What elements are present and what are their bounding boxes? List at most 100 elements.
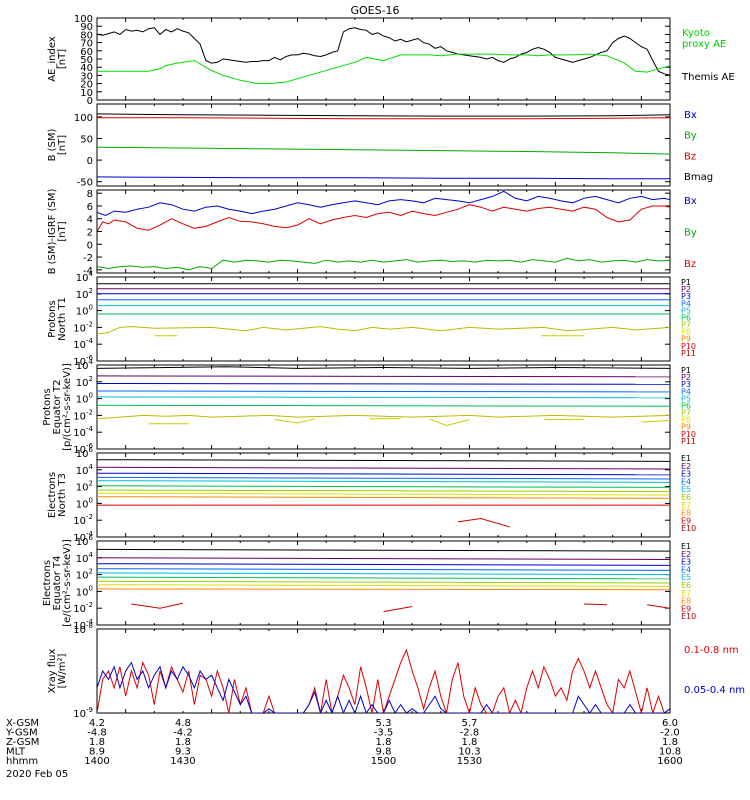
legend-label: P10 — [681, 342, 696, 351]
y-tick-label: 100 — [76, 304, 93, 318]
figure-title: GOES-16 — [350, 4, 399, 17]
y-axis-label: B (SM)-IGRF (SM) — [47, 189, 58, 275]
y-axis-label: Protons — [42, 388, 53, 425]
x-row-label: Z-GSM — [6, 737, 39, 748]
series-line-7 — [97, 414, 670, 420]
y-tick-label: 10-4 — [73, 425, 93, 439]
series-line-11 — [429, 418, 470, 427]
series-line-12 — [583, 603, 608, 606]
series-line-bmag — [97, 113, 670, 117]
legend-label: P2 — [681, 373, 691, 382]
y-axis-label: North T3 — [57, 473, 68, 517]
legend-label: P1 — [681, 366, 691, 375]
y-tick-label: -2 — [83, 253, 93, 264]
y-axis-label: Protons — [47, 300, 58, 337]
legend-label: Bx — [684, 110, 697, 121]
y-axis-label: Electrons — [47, 472, 58, 518]
legend-label: P11 — [681, 349, 696, 358]
panel-frame — [96, 276, 671, 362]
legend-label: E8 — [681, 597, 691, 606]
y-tick-label: 70 — [80, 39, 93, 50]
y-tick-label: 100 — [76, 584, 93, 598]
x-row-value: 4.8 — [175, 718, 191, 729]
series-line-10 — [131, 602, 184, 609]
y-tick-label: 50 — [80, 55, 93, 66]
y-tick-label: 40 — [80, 63, 93, 74]
series-line-8 — [97, 584, 670, 587]
legend-label: 0.05-0.4 nm — [684, 685, 745, 696]
x-row-value: -2.8 — [460, 728, 480, 739]
legend-label: P7 — [681, 409, 691, 418]
legend-label: E5 — [681, 573, 691, 582]
y-axis-label: [nT] — [57, 135, 68, 155]
legend-label: P3 — [681, 380, 691, 389]
series-line-6 — [97, 576, 670, 580]
x-row-value: 1.8 — [662, 737, 678, 748]
legend-label: P9 — [681, 423, 691, 432]
legend-label: P2 — [681, 285, 691, 294]
series-line-7 — [97, 580, 670, 584]
series-line-13 — [641, 419, 670, 423]
series-line-3 — [97, 383, 670, 385]
series-line-by — [97, 257, 670, 271]
series-line-11 — [383, 606, 413, 613]
legend-label: proxy AE — [682, 39, 726, 50]
y-axis-label: [nT] — [57, 221, 68, 241]
legend-label: E8 — [681, 509, 691, 518]
series-line-5 — [97, 572, 670, 576]
legend-label: P4 — [681, 387, 691, 396]
y-tick-label: 102 — [76, 568, 93, 582]
y-tick-label: 104 — [76, 463, 94, 477]
legend-label: Kyoto — [682, 28, 710, 39]
series-line-2 — [97, 466, 670, 470]
legend-label: E7 — [681, 501, 691, 510]
y-tick-label: 10-8 — [73, 622, 93, 636]
legend-label: Bmag — [684, 172, 713, 183]
x-row-value: 10.8 — [659, 747, 681, 758]
legend-label: By — [684, 131, 697, 142]
legend-label: P8 — [681, 328, 691, 337]
y-tick-label: 30 — [80, 71, 93, 82]
panel-bdiff: -4 -2 02 4 6 8 B (SM)-IGRF (SM) [nT] Bx By Bz — [47, 189, 697, 277]
y-tick-label: 6 — [87, 202, 93, 213]
y-tick-label: 10-2 — [73, 513, 93, 527]
legend-label: By — [684, 228, 697, 239]
y-tick-label: 100 — [76, 392, 93, 406]
series-line-4 — [97, 568, 670, 571]
x-row-value: 4.2 — [89, 718, 105, 729]
legend-label: E10 — [681, 612, 696, 621]
x-row-value: -3.5 — [374, 728, 394, 739]
legend-label: P4 — [681, 299, 691, 308]
date-label: 2020 Feb 05 — [6, 769, 68, 780]
y-tick-label: 10-4 — [73, 337, 93, 351]
panel-bsm: -50 0 50 100 B (SM) [nT] Bx By Bz Bmag — [47, 103, 713, 189]
series-line-4 — [97, 476, 670, 480]
y-tick-label: 10-2 — [73, 320, 93, 334]
series-line-bz — [97, 117, 670, 120]
y-axis-label: [W/m²] — [57, 653, 68, 688]
x-row-label: MLT — [6, 747, 26, 758]
x-row-value: 1.8 — [376, 737, 392, 748]
y-tick-label: 50 — [80, 135, 93, 146]
series-line-by — [97, 146, 670, 155]
series-line-8 — [97, 492, 670, 496]
y-tick-label: 0 — [87, 240, 93, 251]
y-axis-label: North T1 — [57, 297, 68, 341]
x-row-value: 1.8 — [175, 737, 191, 748]
legend-label: E2 — [681, 462, 691, 471]
legend-label: E9 — [681, 516, 691, 525]
x-row-value: 1500 — [371, 756, 396, 767]
y-tick-label: 100 — [74, 113, 93, 124]
series-line-9 — [274, 418, 315, 424]
y-tick-label: -4 — [83, 266, 93, 277]
series-line-2 — [97, 53, 670, 85]
series-line-7 — [97, 326, 670, 335]
series-line-6 — [97, 404, 670, 407]
y-axis-label: B (SM) — [47, 128, 58, 161]
legend-label: Themis AE — [681, 72, 735, 83]
